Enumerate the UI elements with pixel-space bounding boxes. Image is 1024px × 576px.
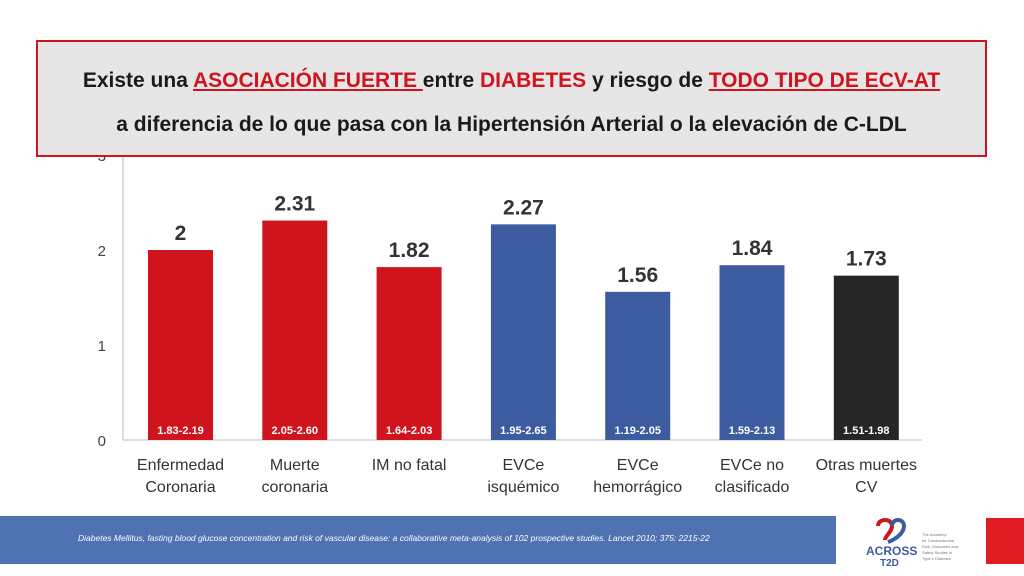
x-category-label: EVCe bbox=[617, 457, 659, 474]
bar bbox=[719, 265, 785, 440]
bar bbox=[833, 275, 899, 440]
bar bbox=[148, 250, 213, 440]
bar-range-label: 1.95-2.65 bbox=[500, 425, 546, 437]
logo-sub: T2D bbox=[880, 558, 899, 568]
y-tick-label: 1 bbox=[98, 338, 106, 355]
x-category-label: IM no fatal bbox=[372, 457, 447, 474]
bar-value-label: 2 bbox=[175, 222, 187, 245]
bar bbox=[605, 291, 671, 440]
title-seg-diabetes: DIABETES bbox=[479, 69, 587, 92]
x-category-label: coronaria bbox=[261, 479, 328, 496]
x-category-label: isquémico bbox=[487, 479, 559, 496]
bar-value-label: 2.27 bbox=[503, 196, 544, 219]
bar bbox=[490, 224, 556, 440]
logo-tagline-line: The Academy bbox=[922, 532, 946, 537]
x-category-label: Otras muertes bbox=[816, 457, 917, 474]
x-category-label: EVCe no bbox=[720, 457, 784, 474]
x-category-label: Muerte bbox=[270, 457, 320, 474]
bar-range-label: 1.83-2.19 bbox=[157, 425, 203, 437]
logo-tagline-line: Risk, Outcomes and bbox=[922, 544, 958, 549]
x-category-label: EVCe bbox=[503, 457, 545, 474]
bar bbox=[262, 220, 328, 440]
bar-range-label: 1.64-2.03 bbox=[386, 425, 432, 437]
x-category-label: CV bbox=[855, 479, 878, 496]
title-seg-5: y riesgo de bbox=[586, 69, 709, 92]
logo-tagline-line: Safety Studies in bbox=[922, 550, 952, 555]
x-category-label: clasificado bbox=[715, 479, 790, 496]
logo-tagline: The Academy for Cardiovascular Risk, Out… bbox=[922, 532, 958, 561]
bar-value-label: 1.73 bbox=[846, 248, 887, 271]
title-box: Existe una ASOCIACIÓN FUERTE entre DIABE… bbox=[36, 40, 987, 157]
bar-value-label: 2.31 bbox=[274, 193, 315, 216]
logo-tagline-line: Type 2 Diabetes bbox=[922, 556, 951, 561]
title-line-1: Existe una ASOCIACIÓN FUERTE entre DIABE… bbox=[38, 69, 985, 93]
y-tick-label: 0 bbox=[98, 433, 106, 450]
logo-tagline-line: for Cardiovascular bbox=[922, 538, 955, 543]
bar-range-label: 2.05-2.60 bbox=[272, 425, 318, 437]
bar-value-label: 1.82 bbox=[389, 239, 430, 262]
bar-range-label: 1.51-1.98 bbox=[843, 425, 889, 437]
logo-name: ACROSS bbox=[866, 544, 917, 558]
bar-range-label: 1.59-2.13 bbox=[729, 425, 775, 437]
heart-logo-icon bbox=[876, 518, 907, 544]
title-seg-3: entre bbox=[422, 69, 480, 92]
red-corner-square bbox=[986, 518, 1024, 564]
title-line-2: a diferencia de lo que pasa con la Hiper… bbox=[116, 113, 907, 136]
x-category-label: Coronaria bbox=[145, 479, 215, 496]
footer-bar: Diabetes Mellitus, fasting blood glucose… bbox=[0, 516, 836, 564]
across-t2d-logo: ACROSS T2D The Academy for Cardiovascula… bbox=[848, 512, 978, 569]
bar-value-label: 1.56 bbox=[617, 264, 658, 287]
title-seg-asociacion: ASOCIACIÓN FUERTE bbox=[192, 69, 423, 92]
x-category-label: Enfermedad bbox=[137, 457, 224, 474]
citation-text: Diabetes Mellitus, fasting blood glucose… bbox=[78, 533, 710, 543]
bar-value-label: 1.84 bbox=[732, 237, 773, 260]
title-seg-ecv: TODO TIPO DE ECV-AT bbox=[708, 69, 941, 92]
x-category-label: hemorrágico bbox=[593, 479, 682, 496]
title-seg-1: Existe una bbox=[82, 69, 193, 92]
y-tick-label: 2 bbox=[98, 243, 106, 260]
bar bbox=[376, 267, 442, 440]
bar-range-label: 1.19-2.05 bbox=[614, 425, 660, 437]
